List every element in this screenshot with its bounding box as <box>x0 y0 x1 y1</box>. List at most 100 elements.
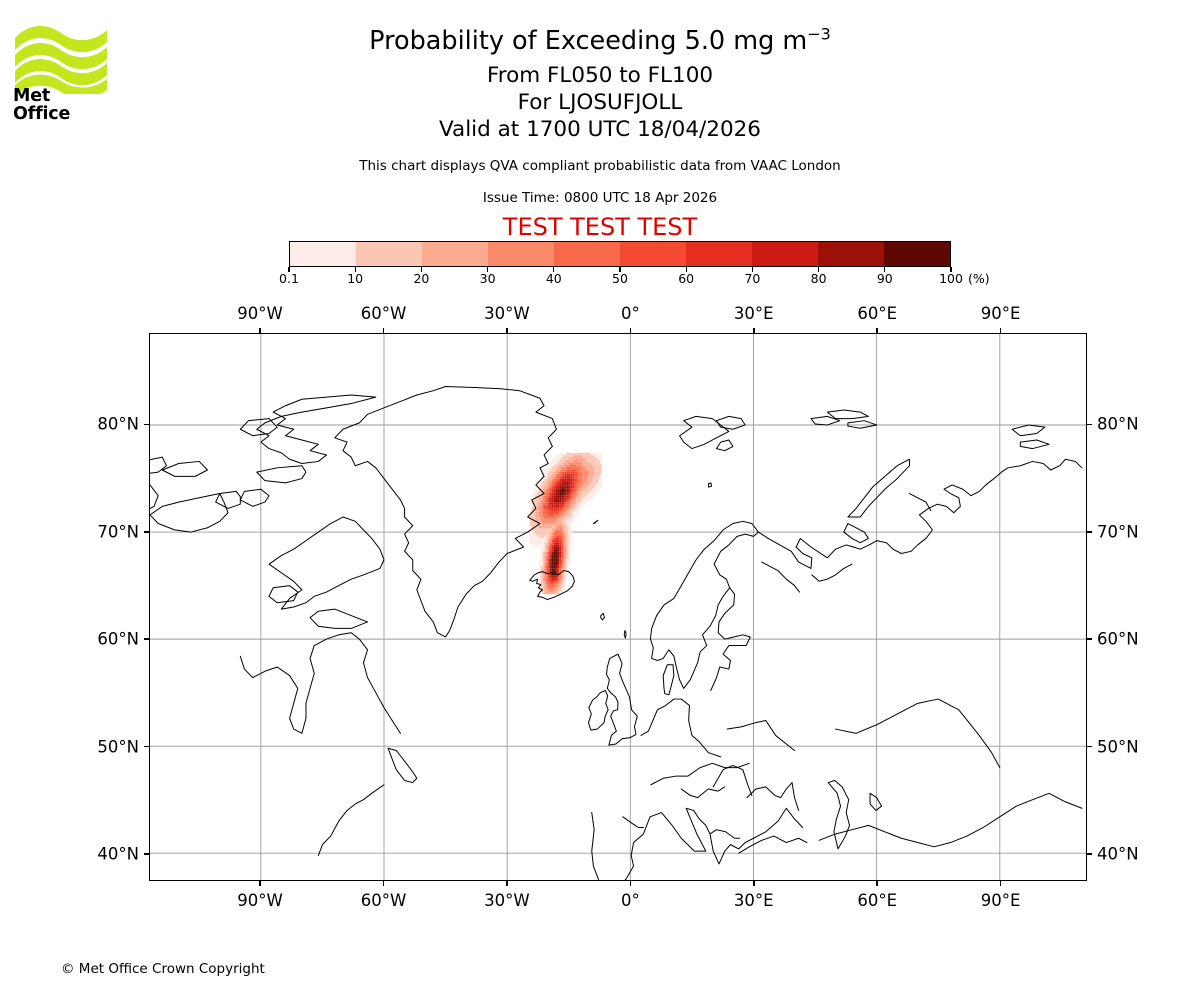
ash-probability-cell <box>540 523 543 526</box>
ash-probability-cell <box>562 516 565 519</box>
ash-probability-cell <box>583 497 586 500</box>
ash-probability-cell <box>550 561 552 564</box>
ash-probability-cell <box>542 589 545 592</box>
ash-probability-cell <box>570 518 573 522</box>
ash-probability-cell <box>579 459 582 463</box>
ash-probability-cell <box>598 485 600 489</box>
ash-probability-cell <box>537 528 539 531</box>
ash-probability-cell <box>570 504 573 508</box>
ash-probability-cell <box>566 452 569 456</box>
ash-probability-cell <box>570 478 573 482</box>
ash-probability-cell <box>585 459 588 463</box>
ash-probability-cell <box>548 502 551 505</box>
ash-probability-cell <box>551 471 554 475</box>
ash-probability-cell <box>566 474 569 477</box>
axis-label-lat-left-50N: 50°N <box>97 737 139 757</box>
ash-probability-cell <box>566 497 569 500</box>
ash-probability-cell <box>535 485 538 489</box>
coastline-alps-border <box>650 762 750 786</box>
ash-probability-cell <box>598 476 600 479</box>
ash-probability-cell <box>562 462 565 465</box>
axis-tick-lon <box>876 881 878 886</box>
ash-probability-cell <box>570 462 573 465</box>
ash-probability-cell <box>590 464 593 467</box>
ash-probability-cell <box>555 490 558 493</box>
ash-probability-cell <box>564 518 567 522</box>
ash-probability-cell <box>564 471 567 475</box>
ash-probability-cell <box>564 476 567 479</box>
ash-probability-cell <box>577 462 580 465</box>
ash-probability-cell <box>546 589 549 592</box>
ash-probability-cell <box>564 582 567 585</box>
ash-probability-cell <box>596 478 599 482</box>
ash-probability-cell <box>561 457 563 460</box>
ash-probability-cell <box>583 499 586 503</box>
ash-probability-cell <box>551 507 554 510</box>
ash-probability-cell <box>548 497 551 500</box>
ash-probability-cell <box>535 490 538 493</box>
ash-probability-cell <box>587 466 589 470</box>
met-office-logo-text: Met Office <box>13 86 71 124</box>
ash-probability-cell <box>559 589 562 592</box>
ash-probability-cell <box>551 466 554 470</box>
ash-probability-cell <box>559 485 562 489</box>
ash-probability-cell <box>535 495 538 498</box>
ash-probability-cell <box>537 507 539 510</box>
ash-probability-cell <box>546 478 549 482</box>
ash-probability-cell <box>555 584 558 588</box>
ash-probability-cell <box>577 452 580 456</box>
met-office-logo <box>13 24 109 112</box>
ash-probability-cell <box>540 497 543 500</box>
ash-probability-cell <box>561 577 563 581</box>
ash-probability-cell <box>561 464 563 467</box>
ash-probability-cell <box>531 523 534 526</box>
ash-probability-cell <box>598 483 600 486</box>
ash-probability-cell <box>566 568 569 571</box>
ash-probability-cell <box>587 499 589 503</box>
ash-probability-cell <box>529 530 532 533</box>
ash-probability-cell <box>538 518 541 522</box>
ash-probability-cell <box>587 483 589 486</box>
ash-probability-cell <box>564 575 567 578</box>
ash-probability-cell <box>581 481 584 484</box>
ash-probability-cell <box>568 466 571 470</box>
ash-probability-cell <box>555 507 558 510</box>
ash-probability-cell <box>551 502 554 505</box>
ash-probability-cell <box>540 495 543 498</box>
ash-probability-cell <box>546 528 549 531</box>
ash-probability-cell <box>550 514 552 517</box>
ash-probability-cell <box>570 485 573 489</box>
ash-probability-cell <box>557 507 560 510</box>
ash-probability-cell <box>553 481 556 484</box>
ash-probability-cell <box>550 492 552 496</box>
ash-probability-cell <box>568 488 571 491</box>
ash-probability-cell <box>566 504 569 508</box>
qva-compliance-note: This chart displays QVA compliant probab… <box>359 158 841 174</box>
axis-label-lon-30E: 30°E <box>733 304 774 323</box>
page-title-text: Probability of Exceeding 5.0 mg m <box>369 26 808 56</box>
ash-probability-cell <box>583 459 586 463</box>
ash-probability-cell <box>555 532 558 536</box>
map-plot-area[interactable] <box>149 333 1087 881</box>
ash-probability-cell <box>574 497 576 500</box>
ash-probability-cell <box>562 455 565 458</box>
ash-probability-cell <box>594 462 597 465</box>
ash-probability-cell <box>559 547 562 550</box>
colorbar-segment-3 <box>488 242 554 266</box>
ash-probability-cell <box>559 483 562 486</box>
ash-probability-cell <box>587 495 589 498</box>
ash-probability-cell <box>538 521 541 524</box>
ash-probability-cell <box>598 488 600 491</box>
ash-probability-cell <box>553 492 556 496</box>
ash-probability-cell <box>562 471 565 475</box>
ash-probability-cell <box>555 556 558 559</box>
colorbar-tick-80 <box>817 267 820 272</box>
ash-probability-cell <box>594 476 597 479</box>
ash-probability-cell <box>529 499 532 503</box>
ash-probability-cell <box>555 492 558 496</box>
ash-probability-cell <box>553 488 556 491</box>
ash-probability-cell <box>557 497 560 500</box>
ash-probability-cell <box>557 580 560 583</box>
axis-label-lon-0: 0° <box>620 304 640 323</box>
ash-probability-cell <box>572 488 575 491</box>
